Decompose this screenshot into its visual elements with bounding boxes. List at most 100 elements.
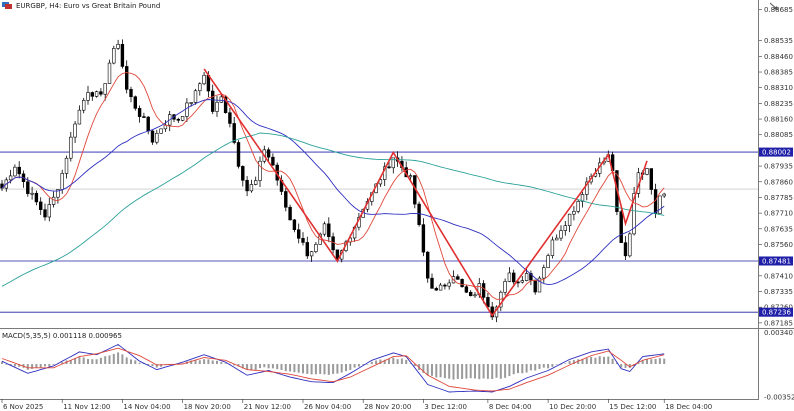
time-tick-label: 26 Nov 04:00 (304, 403, 351, 411)
macd-histogram-bar (336, 364, 339, 374)
bear-candle-body (619, 211, 623, 243)
candle (271, 153, 275, 166)
macd-histogram-bar (138, 362, 141, 365)
bull-candle-body (56, 189, 60, 198)
macd-histogram-bar (211, 360, 214, 365)
level-price-badge[interactable]: 0.88002 (759, 147, 793, 157)
time-tick-label: 18 Dec 04:00 (665, 403, 712, 411)
candle (662, 192, 666, 198)
price-pane[interactable]: 0.88685 0.88535 0.88460 0.88385 0.88310 0.882… (0, 0, 793, 328)
bear-candle-body (284, 191, 288, 208)
bull-candle-body (438, 284, 443, 291)
bear-candle-body (150, 130, 155, 143)
level-price-badge[interactable]: 0.87481 (759, 256, 793, 266)
candle (628, 232, 632, 258)
macd-histogram-bar (607, 356, 610, 365)
macd-histogram-bar (310, 364, 313, 375)
macd-histogram-bar (465, 364, 468, 379)
bear-candle-body (99, 91, 103, 95)
macd-pane[interactable]: 0.003401 -0.003528 MACD(5,35,5) 0.001118 … (1, 329, 794, 401)
macd-histogram-bar (426, 364, 429, 376)
price-tick-label: 0.88535 (764, 37, 793, 45)
macd-histogram-bar (151, 364, 154, 367)
bull-candle-body (219, 96, 223, 103)
candle (112, 45, 116, 65)
candle (215, 95, 219, 117)
macd-histogram-bar (99, 357, 102, 365)
level-badge-bg (759, 256, 793, 266)
price-levels (0, 151, 758, 313)
macd-histogram-bar (130, 359, 132, 365)
candle (434, 286, 438, 291)
macd-histogram-bar (332, 364, 335, 374)
price-tick-label: 0.87935 (764, 163, 793, 171)
candle (481, 280, 486, 304)
candle (107, 59, 112, 84)
bull-candle-body (537, 277, 542, 293)
macd-histogram-bar (302, 364, 304, 374)
macd-histogram-bar (400, 358, 403, 365)
macd-histogram-bar (439, 364, 442, 378)
bear-candle-body (305, 242, 309, 257)
macd-histogram-bar (327, 364, 330, 375)
candle (254, 176, 258, 186)
macd-histogram-bar (504, 364, 507, 378)
macd-histogram-bar (409, 363, 412, 365)
time-tick-label: 6 Nov 2025 (3, 403, 43, 411)
bear-candle-body (245, 180, 249, 192)
bull-candle-body (309, 251, 314, 257)
candle (125, 60, 129, 94)
candle (425, 251, 430, 283)
bear-candle-body (223, 96, 228, 113)
bear-candle-body (335, 249, 340, 260)
bull-candle-body (559, 230, 563, 239)
macd-histogram-bar (267, 364, 270, 369)
candle (249, 179, 254, 193)
candle (550, 236, 555, 259)
candle (137, 105, 142, 123)
price-tick-label: 0.87860 (764, 178, 793, 186)
bear-candle-body (146, 116, 150, 132)
bear-candle-body (529, 273, 533, 281)
bear-candle-body (176, 118, 180, 121)
price-tick-label: 0.87710 (764, 210, 793, 218)
macd-histogram-bar (508, 364, 511, 377)
bear-candle-body (425, 251, 430, 279)
macd-histogram-bar (91, 359, 94, 365)
candle (30, 186, 34, 200)
bull-candle-body (103, 83, 107, 95)
ma-fast-line (1, 72, 665, 300)
candle (572, 206, 576, 221)
macd-histogram-bar (228, 363, 231, 365)
macd-histogram-bar (585, 358, 588, 365)
level-price-badge[interactable]: 0.87236 (759, 307, 793, 317)
bull-candle-body (82, 100, 86, 111)
bull-candle-body (159, 128, 163, 134)
bear-candle-body (26, 181, 30, 194)
price-axis: 0.88685 0.88535 0.88460 0.88385 0.88310 0.882… (758, 6, 793, 327)
moving-averages (1, 72, 665, 300)
candle (0, 179, 4, 192)
candle (649, 168, 654, 195)
macd-histogram-bar (529, 364, 532, 371)
macd-histogram-bar (452, 364, 455, 380)
price-pane-bg (0, 0, 758, 328)
macd-histogram-bar (319, 364, 322, 374)
candle (43, 203, 47, 221)
bear-candle-body (129, 89, 133, 98)
macd-histogram-bar (620, 364, 623, 368)
candle (13, 164, 17, 177)
macd-histogram-bar (603, 356, 605, 365)
macd-histogram-bar (297, 364, 300, 373)
candle (632, 187, 636, 236)
macd-histogram-bar (474, 364, 476, 379)
macd-histogram-bar (198, 360, 201, 365)
bull-candle-body (507, 272, 512, 282)
candle (309, 251, 314, 262)
macd-histogram-bar (646, 358, 648, 365)
bull-candle-body (576, 201, 580, 212)
macd-histogram-bar (155, 364, 158, 368)
price-tick-label: 0.87560 (764, 241, 793, 249)
macd-histogram-bar (590, 357, 593, 365)
